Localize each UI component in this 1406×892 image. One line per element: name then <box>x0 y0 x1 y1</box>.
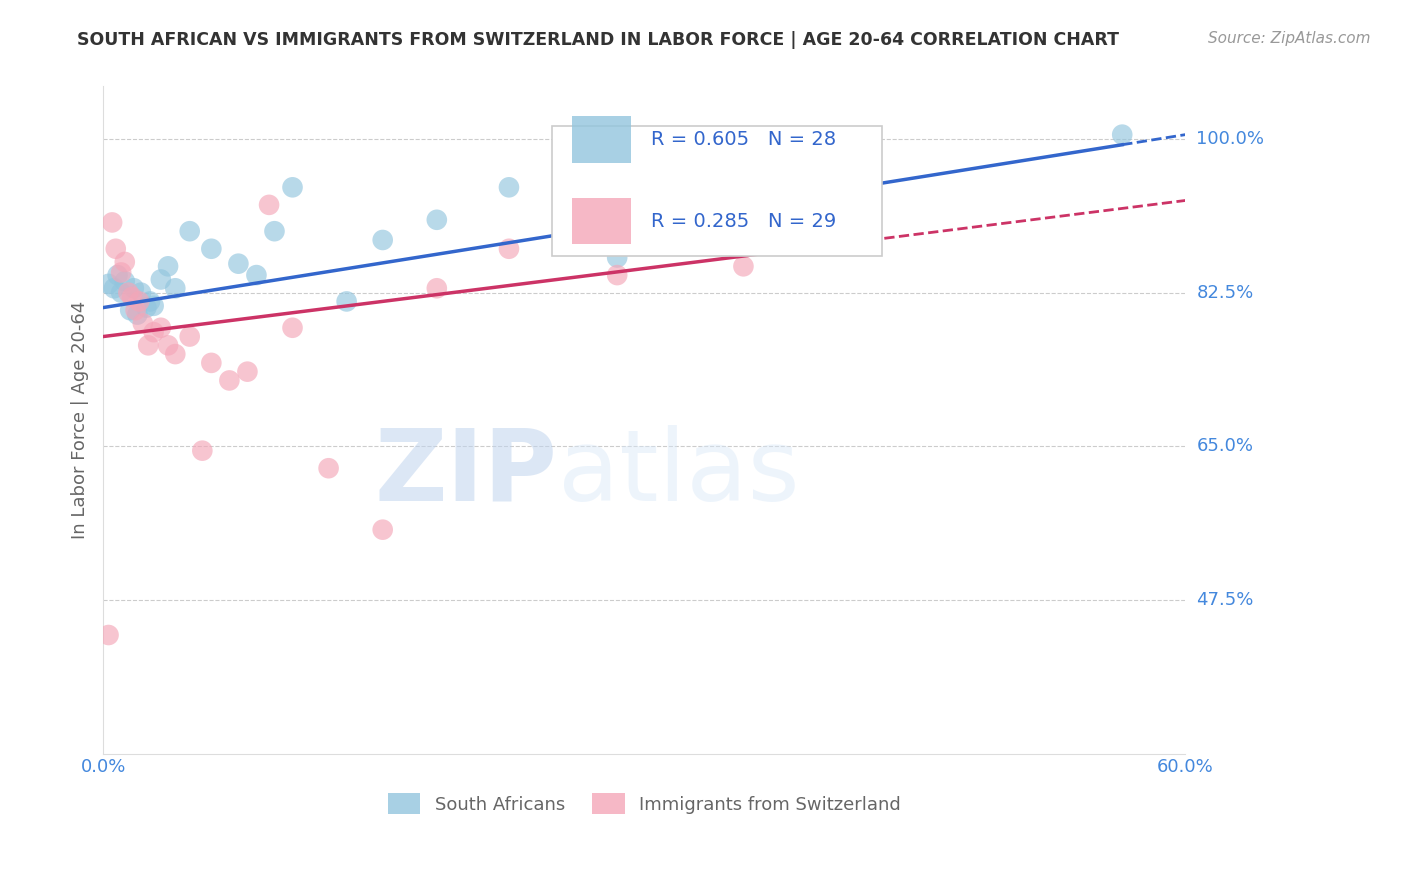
Point <box>97 277 120 291</box>
Point <box>132 317 155 331</box>
Point <box>218 373 240 387</box>
Text: 65.0%: 65.0% <box>1197 437 1254 455</box>
Point <box>165 281 187 295</box>
Point <box>142 299 165 313</box>
Text: R = 0.605   N = 28: R = 0.605 N = 28 <box>651 130 835 149</box>
Point <box>281 320 304 334</box>
Point <box>104 242 127 256</box>
Bar <box>572 198 631 244</box>
Text: ZIP: ZIP <box>375 425 558 522</box>
FancyBboxPatch shape <box>553 127 883 257</box>
Text: 47.5%: 47.5% <box>1197 591 1254 609</box>
Point <box>257 198 280 212</box>
Text: R = 0.285   N = 29: R = 0.285 N = 29 <box>651 211 837 231</box>
Point <box>426 212 449 227</box>
Point <box>97 628 120 642</box>
Point <box>127 308 149 322</box>
Text: atlas: atlas <box>558 425 799 522</box>
Point <box>149 320 172 334</box>
Point <box>733 189 755 203</box>
Point <box>120 303 142 318</box>
Point <box>114 274 136 288</box>
Text: Source: ZipAtlas.com: Source: ZipAtlas.com <box>1208 31 1371 46</box>
Point <box>236 365 259 379</box>
Point <box>135 301 157 315</box>
Point <box>165 347 187 361</box>
Point <box>117 285 139 300</box>
Point <box>245 268 267 282</box>
Point <box>103 281 125 295</box>
Point <box>114 255 136 269</box>
Point <box>200 242 222 256</box>
Point <box>157 260 180 274</box>
Point <box>142 325 165 339</box>
Point <box>859 189 882 203</box>
Point <box>228 257 250 271</box>
Point <box>318 461 340 475</box>
Point <box>200 356 222 370</box>
Point <box>191 443 214 458</box>
Point <box>110 265 132 279</box>
Point <box>122 281 145 295</box>
Point <box>371 523 394 537</box>
Point <box>157 338 180 352</box>
Legend: South Africans, Immigrants from Switzerland: South Africans, Immigrants from Switzerl… <box>381 786 908 822</box>
Bar <box>572 116 631 163</box>
Point <box>107 268 129 282</box>
Point <box>110 285 132 300</box>
Point <box>606 268 628 282</box>
Point <box>101 215 124 229</box>
Point <box>263 224 285 238</box>
Point <box>733 260 755 274</box>
Y-axis label: In Labor Force | Age 20-64: In Labor Force | Age 20-64 <box>72 301 89 539</box>
Point <box>426 281 449 295</box>
Point <box>371 233 394 247</box>
Point <box>149 272 172 286</box>
Point <box>179 224 201 238</box>
Point <box>1111 128 1133 142</box>
Point <box>139 294 162 309</box>
Point <box>179 329 201 343</box>
Point <box>129 285 152 300</box>
Point <box>128 294 150 309</box>
Text: 100.0%: 100.0% <box>1197 130 1264 148</box>
Point <box>281 180 304 194</box>
Text: 82.5%: 82.5% <box>1197 284 1254 301</box>
Point <box>136 338 159 352</box>
Point <box>606 251 628 265</box>
Point <box>121 290 143 304</box>
Point <box>498 180 520 194</box>
Point <box>336 294 359 309</box>
Point <box>124 303 146 318</box>
Point <box>498 242 520 256</box>
Text: SOUTH AFRICAN VS IMMIGRANTS FROM SWITZERLAND IN LABOR FORCE | AGE 20-64 CORRELAT: SOUTH AFRICAN VS IMMIGRANTS FROM SWITZER… <box>77 31 1119 49</box>
